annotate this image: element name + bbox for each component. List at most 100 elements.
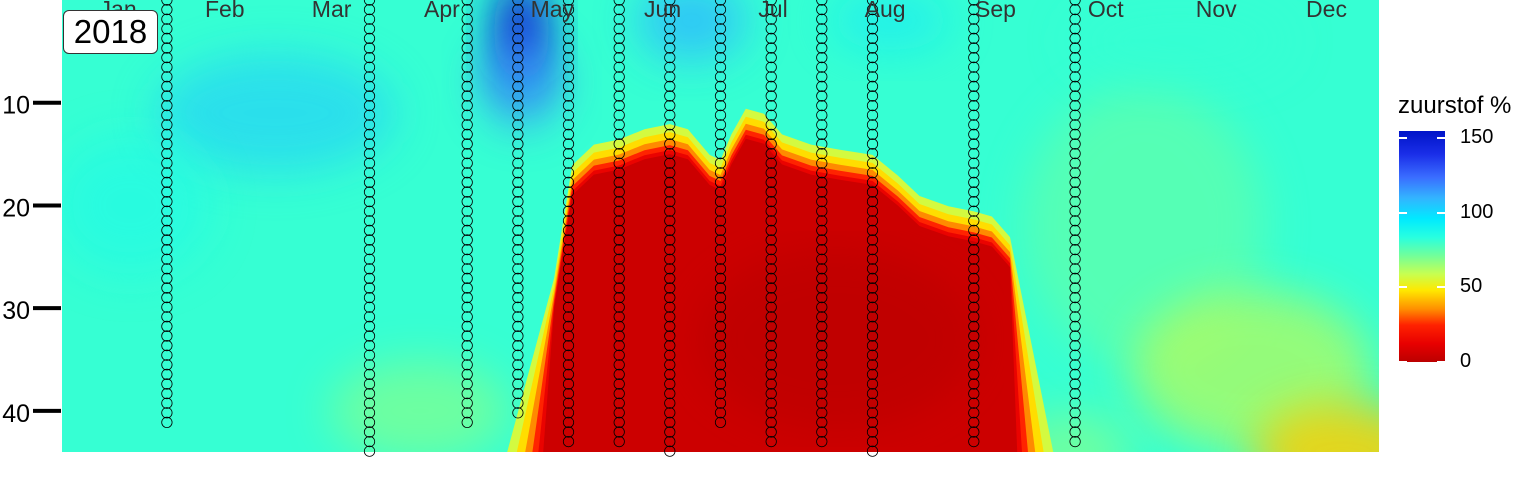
sample-point <box>714 167 727 179</box>
sample-point <box>866 4 879 16</box>
sample-point <box>461 119 473 131</box>
sample-point <box>968 90 980 102</box>
sample-point <box>765 359 777 371</box>
sample-point <box>461 244 473 256</box>
sample-point <box>613 416 625 428</box>
sample-point <box>1069 397 1081 409</box>
sample-point <box>562 196 575 208</box>
sample-point <box>363 176 376 188</box>
sample-point <box>968 167 980 179</box>
sample-point <box>562 148 575 160</box>
sample-point <box>1069 416 1081 428</box>
sample-point <box>1069 426 1081 438</box>
colorbar-tick-label: 50 <box>1460 275 1483 298</box>
colorbar <box>1399 131 1445 362</box>
sample-point <box>562 51 575 64</box>
sample-point <box>363 23 376 35</box>
sample-point <box>562 42 575 54</box>
sample-point <box>714 176 727 188</box>
sample-point <box>161 100 173 112</box>
sample-profile <box>968 0 980 448</box>
sample-point <box>613 167 625 179</box>
sample-point <box>765 272 777 284</box>
sample-point <box>161 215 173 227</box>
sample-point <box>363 359 376 371</box>
sample-point <box>512 407 524 419</box>
sample-point <box>161 359 173 371</box>
sample-point <box>461 282 473 294</box>
sample-point <box>968 51 980 64</box>
sample-point <box>1069 196 1081 208</box>
sample-point <box>866 61 879 73</box>
sample-point <box>161 397 173 409</box>
sample-point <box>714 282 727 294</box>
sample-point <box>461 138 473 150</box>
sample-point <box>714 339 727 352</box>
sample-point <box>363 4 376 16</box>
sample-point <box>714 32 727 45</box>
sample-point <box>363 445 376 457</box>
sample-point <box>512 4 524 16</box>
sample-point <box>461 42 473 54</box>
sample-point <box>613 71 625 83</box>
sample-point <box>562 205 575 217</box>
sample-point <box>866 13 879 25</box>
sample-point <box>461 90 473 102</box>
sample-point <box>363 90 376 102</box>
sample-point <box>968 349 980 361</box>
sample-point <box>968 23 980 35</box>
sample-point <box>866 387 879 400</box>
sample-point <box>664 272 676 284</box>
sample-point <box>461 157 473 169</box>
sample-point <box>765 80 777 93</box>
colorbar-tick <box>1399 211 1407 214</box>
sample-point <box>461 311 473 323</box>
y-tick-label: 30 <box>2 297 30 325</box>
sample-point <box>664 339 676 352</box>
sample-point <box>664 0 676 6</box>
sample-point <box>714 407 727 419</box>
sample-point <box>664 320 676 332</box>
sample-point <box>765 263 777 275</box>
sample-point <box>161 119 173 131</box>
sample-point <box>1069 291 1081 304</box>
sample-point <box>866 176 879 188</box>
sample-point <box>562 0 575 6</box>
sample-point <box>664 176 676 188</box>
sample-point <box>866 138 879 150</box>
sample-point <box>968 368 980 380</box>
sample-point <box>562 119 575 131</box>
sample-point <box>714 71 727 83</box>
sample-point <box>816 339 828 352</box>
sample-point <box>968 176 980 188</box>
sample-point <box>1069 71 1081 83</box>
sample-point <box>613 397 625 409</box>
sample-point <box>765 349 777 361</box>
x-tick-label: Jun <box>644 0 681 22</box>
sample-point <box>765 244 777 256</box>
sample-point <box>613 205 625 217</box>
sample-point <box>866 215 879 227</box>
sample-point <box>664 13 676 25</box>
sample-point <box>562 368 575 380</box>
sample-point <box>562 109 575 121</box>
sample-point <box>816 148 828 160</box>
sample-point <box>512 0 524 6</box>
sample-point <box>866 282 879 294</box>
sample-point <box>363 320 376 332</box>
sample-point <box>866 51 879 64</box>
sample-point <box>613 61 625 73</box>
sample-point <box>664 138 676 150</box>
sample-point <box>816 128 828 140</box>
sample-point <box>816 349 828 361</box>
sample-point <box>765 176 777 188</box>
sample-point <box>613 51 625 64</box>
sample-point <box>512 244 524 256</box>
sample-point <box>714 90 727 102</box>
sample-point <box>765 224 777 236</box>
sample-point <box>664 387 676 400</box>
colorbar-tick-label: 0 <box>1460 350 1472 372</box>
sample-point <box>664 61 676 73</box>
sample-point <box>968 263 980 275</box>
sample-point <box>866 234 879 246</box>
